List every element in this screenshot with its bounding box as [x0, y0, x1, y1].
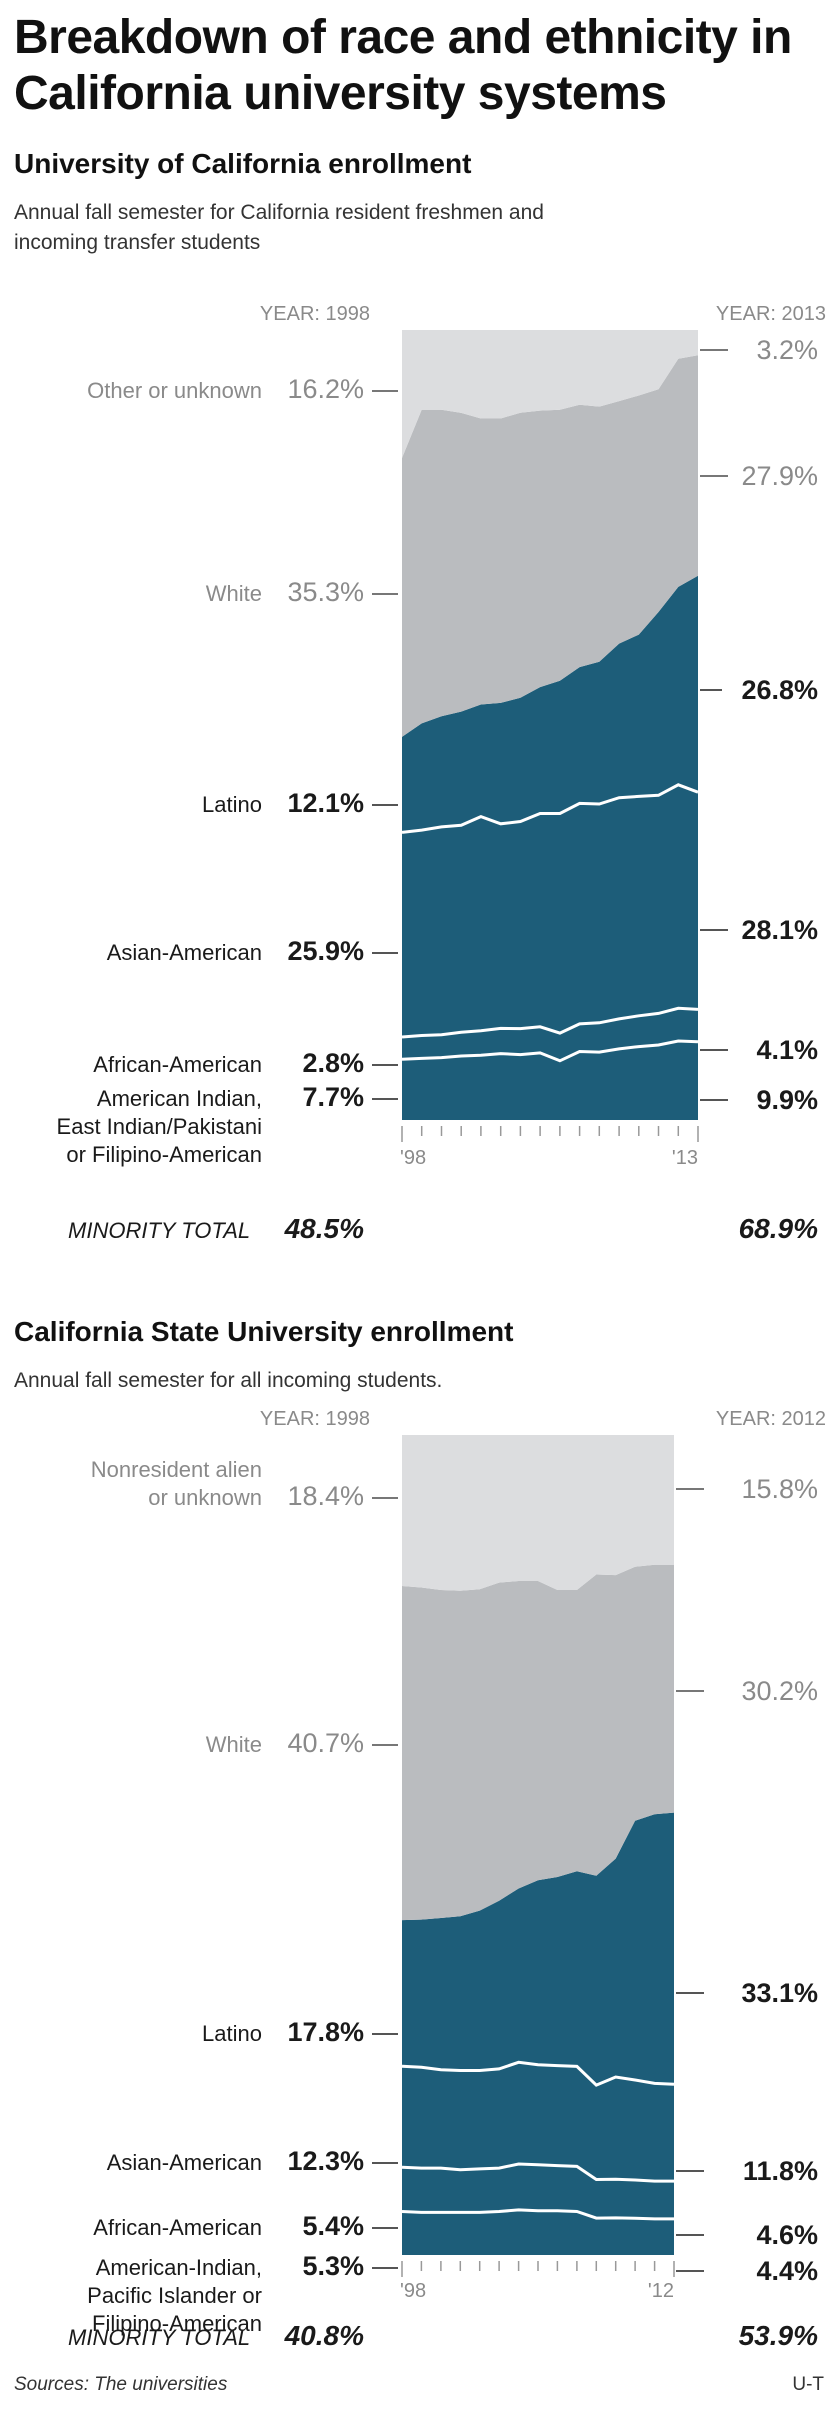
csu-area-indian: [402, 2209, 674, 2255]
csu-value-latino-end: 33.1%: [741, 1978, 818, 2008]
csu-value-african-end: 4.6%: [756, 2220, 818, 2250]
uc-x-end-label: '13: [672, 1147, 698, 1169]
page-title: Breakdown of race and ethnicity in Calif…: [14, 11, 792, 120]
uc-value-african-start: 2.8%: [302, 1048, 364, 1078]
uc-minority-total-end: 68.9%: [739, 1213, 818, 1244]
uc-value-asian-start: 25.9%: [287, 936, 364, 966]
uc-value-indian-end: 9.9%: [756, 1085, 818, 1115]
csu-end-year-label: YEAR: 2012: [716, 1408, 826, 1430]
uc-area-asian: [402, 784, 698, 1037]
csu-area-latino: [402, 1812, 674, 2086]
uc-area-layers: [402, 330, 698, 1120]
csu-value-latino-start: 17.8%: [287, 2017, 364, 2047]
csu-value-indian-start: 5.3%: [302, 2251, 364, 2281]
uc-end-year-label: YEAR: 2013: [716, 303, 826, 325]
csu-x-end-label: '12: [648, 2280, 674, 2302]
csu-value-african-start: 5.4%: [302, 2211, 364, 2241]
csu-section-subtitle: Annual fall semester for all incoming st…: [14, 1369, 443, 1392]
csu-label-white: White: [206, 1732, 262, 1757]
uc-start-year-label: YEAR: 1998: [260, 303, 370, 325]
csu-label-asian: Asian-American: [107, 2150, 262, 2175]
csu-label-other-1: Nonresident alien: [91, 1457, 262, 1482]
uc-label-asian: Asian-American: [107, 940, 262, 965]
csu-area-asian: [402, 2062, 674, 2182]
csu-label-african: African-American: [93, 2215, 262, 2240]
csu-label-indian-3: Filipino-American: [92, 2311, 262, 2336]
uc-value-asian-end: 28.1%: [741, 915, 818, 945]
uc-enrollment-chart: YEAR: 1998 YEAR: 2013 Other or unknown 1…: [57, 303, 826, 1244]
uc-value-other-end: 3.2%: [756, 335, 818, 365]
uc-label-indian-2: East Indian/Pakistani: [57, 1114, 262, 1139]
csu-value-other-start: 18.4%: [287, 1481, 364, 1511]
uc-label-indian-1: American Indian,: [97, 1086, 262, 1111]
csu-label-latino: Latino: [202, 2021, 262, 2046]
uc-right-labels: 3.2% 27.9% 26.8% 28.1% 4.1% 9.9%: [700, 335, 818, 1115]
uc-value-white-start: 35.3%: [287, 577, 364, 607]
csu-value-other-end: 15.8%: [741, 1474, 818, 1504]
csu-boundary-asian: [401, 2060, 675, 2087]
sources-note: Sources: The universities: [14, 2374, 228, 2395]
uc-area-other: [402, 330, 698, 458]
uc-minority-total-start: 48.5%: [284, 1213, 364, 1244]
csu-minority-total-label: MINORITY TOTAL: [68, 2325, 250, 2350]
uc-left-labels: Other or unknown 16.2% White 35.3% Latin…: [57, 374, 398, 1167]
uc-label-latino: Latino: [202, 792, 262, 817]
csu-left-labels: Nonresident alien or unknown 18.4% White…: [87, 1457, 398, 2336]
uc-boundary-indian: [401, 1039, 699, 1063]
csu-start-year-label: YEAR: 1998: [260, 1408, 370, 1430]
uc-year-ticks: [401, 1126, 699, 1142]
csu-value-white-end: 30.2%: [741, 1676, 818, 1706]
uc-x-start-label: '98: [400, 1147, 426, 1169]
uc-value-latino-start: 12.1%: [287, 788, 364, 818]
csu-label-indian-2: Pacific Islander or: [87, 2283, 262, 2308]
uc-boundary-asian: [401, 783, 699, 834]
csu-value-asian-end: 11.8%: [743, 2156, 818, 2186]
csu-x-start-label: '98: [400, 2280, 426, 2302]
csu-area-other: [402, 1435, 674, 1591]
csu-area-layers: [402, 1435, 674, 2255]
uc-label-other: Other or unknown: [87, 378, 262, 403]
uc-area-white: [402, 355, 698, 737]
csu-enrollment-chart: YEAR: 1998 YEAR: 2012 Nonresident alien …: [68, 1408, 826, 2351]
csu-value-indian-end: 4.4%: [756, 2256, 818, 2286]
uc-minority-total-label: MINORITY TOTAL: [68, 1218, 250, 1243]
csu-boundary-lines: [401, 2060, 675, 2221]
csu-section-title: California State University enrollment: [14, 1316, 514, 1347]
csu-boundary-african: [401, 2162, 674, 2183]
credit-label: U-T: [792, 2374, 824, 2395]
uc-section-title: University of California enrollment: [14, 148, 472, 179]
uc-label-white: White: [206, 581, 262, 606]
csu-area-white: [402, 1564, 674, 1921]
csu-minority-total-end: 53.9%: [739, 2320, 818, 2351]
uc-value-indian-start: 7.7%: [302, 1082, 364, 1112]
csu-value-white-start: 40.7%: [287, 1728, 364, 1758]
csu-right-labels: 15.8% 30.2% 33.1% 11.8% 4.6% 4.4%: [676, 1474, 818, 2286]
uc-value-latino-end: 26.8%: [741, 675, 818, 705]
csu-area-african: [402, 2164, 674, 2219]
uc-value-white-end: 27.9%: [741, 461, 818, 491]
uc-label-indian-3: or Filipino-American: [66, 1142, 262, 1167]
csu-value-asian-start: 12.3%: [287, 2146, 364, 2176]
uc-value-other-start: 16.2%: [287, 374, 364, 404]
uc-label-african: African-American: [93, 1052, 262, 1077]
csu-year-ticks: [401, 2261, 675, 2277]
uc-value-african-end: 4.1%: [756, 1035, 818, 1065]
uc-section-subtitle: Annual fall semester for California resi…: [14, 201, 544, 254]
csu-boundary-indian: [401, 2208, 674, 2221]
csu-minority-total-start: 40.8%: [284, 2320, 364, 2351]
uc-area-latino: [402, 575, 698, 833]
uc-boundary-african: [401, 1006, 699, 1039]
uc-boundary-lines: [401, 783, 699, 1063]
csu-label-other-2: or unknown: [148, 1485, 262, 1510]
uc-area-indian: [402, 1041, 698, 1120]
csu-label-indian-1: American-Indian,: [96, 2255, 262, 2280]
